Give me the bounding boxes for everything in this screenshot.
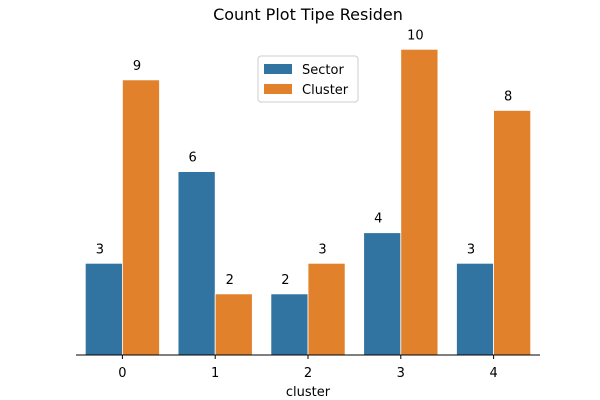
bar-sector-0 bbox=[84, 262, 123, 356]
data-label-cluster-1: 2 bbox=[226, 273, 234, 288]
legend-swatch-sector bbox=[264, 64, 292, 74]
x-ticks-group: 0 1 2 3 4 bbox=[118, 355, 498, 381]
bar-cluster-0 bbox=[122, 79, 160, 356]
data-label-cluster-2: 3 bbox=[318, 242, 326, 257]
x-tick-label-2: 2 bbox=[304, 366, 312, 381]
data-label-cluster-0: 9 bbox=[133, 59, 141, 74]
bar-cluster-1 bbox=[214, 293, 253, 356]
data-label-sector-0: 3 bbox=[96, 242, 104, 257]
data-label-sector-1: 6 bbox=[188, 151, 196, 166]
x-tick-label-4: 4 bbox=[489, 366, 497, 381]
bar-cluster-3 bbox=[400, 48, 439, 356]
bar-sector-4 bbox=[456, 262, 495, 356]
data-label-sector-2: 2 bbox=[281, 273, 289, 288]
bar-sector-1 bbox=[177, 171, 216, 356]
data-label-cluster-4: 8 bbox=[504, 89, 512, 104]
chart-title: Count Plot Tipe Residen bbox=[213, 5, 403, 24]
bar-cluster-2 bbox=[307, 262, 346, 356]
legend-swatch-cluster bbox=[264, 84, 292, 94]
data-label-sector-3: 4 bbox=[374, 212, 382, 227]
x-axis-label: cluster bbox=[286, 385, 331, 400]
data-label-sector-4: 3 bbox=[467, 242, 475, 257]
bar-sector-2 bbox=[270, 293, 309, 356]
legend[interactable]: Sector Cluster bbox=[257, 55, 359, 103]
bar-sector-3 bbox=[363, 232, 402, 356]
bars-group bbox=[84, 48, 532, 356]
x-tick-label-3: 3 bbox=[397, 366, 405, 381]
data-label-cluster-3: 10 bbox=[407, 28, 424, 43]
bar-cluster-4 bbox=[493, 110, 532, 356]
data-labels-group: 3 9 6 2 2 3 4 10 3 8 bbox=[96, 28, 513, 288]
legend-label-cluster[interactable]: Cluster bbox=[302, 83, 349, 98]
x-tick-label-1: 1 bbox=[211, 366, 219, 381]
x-tick-label-0: 0 bbox=[118, 366, 126, 381]
legend-label-sector[interactable]: Sector bbox=[302, 63, 344, 78]
